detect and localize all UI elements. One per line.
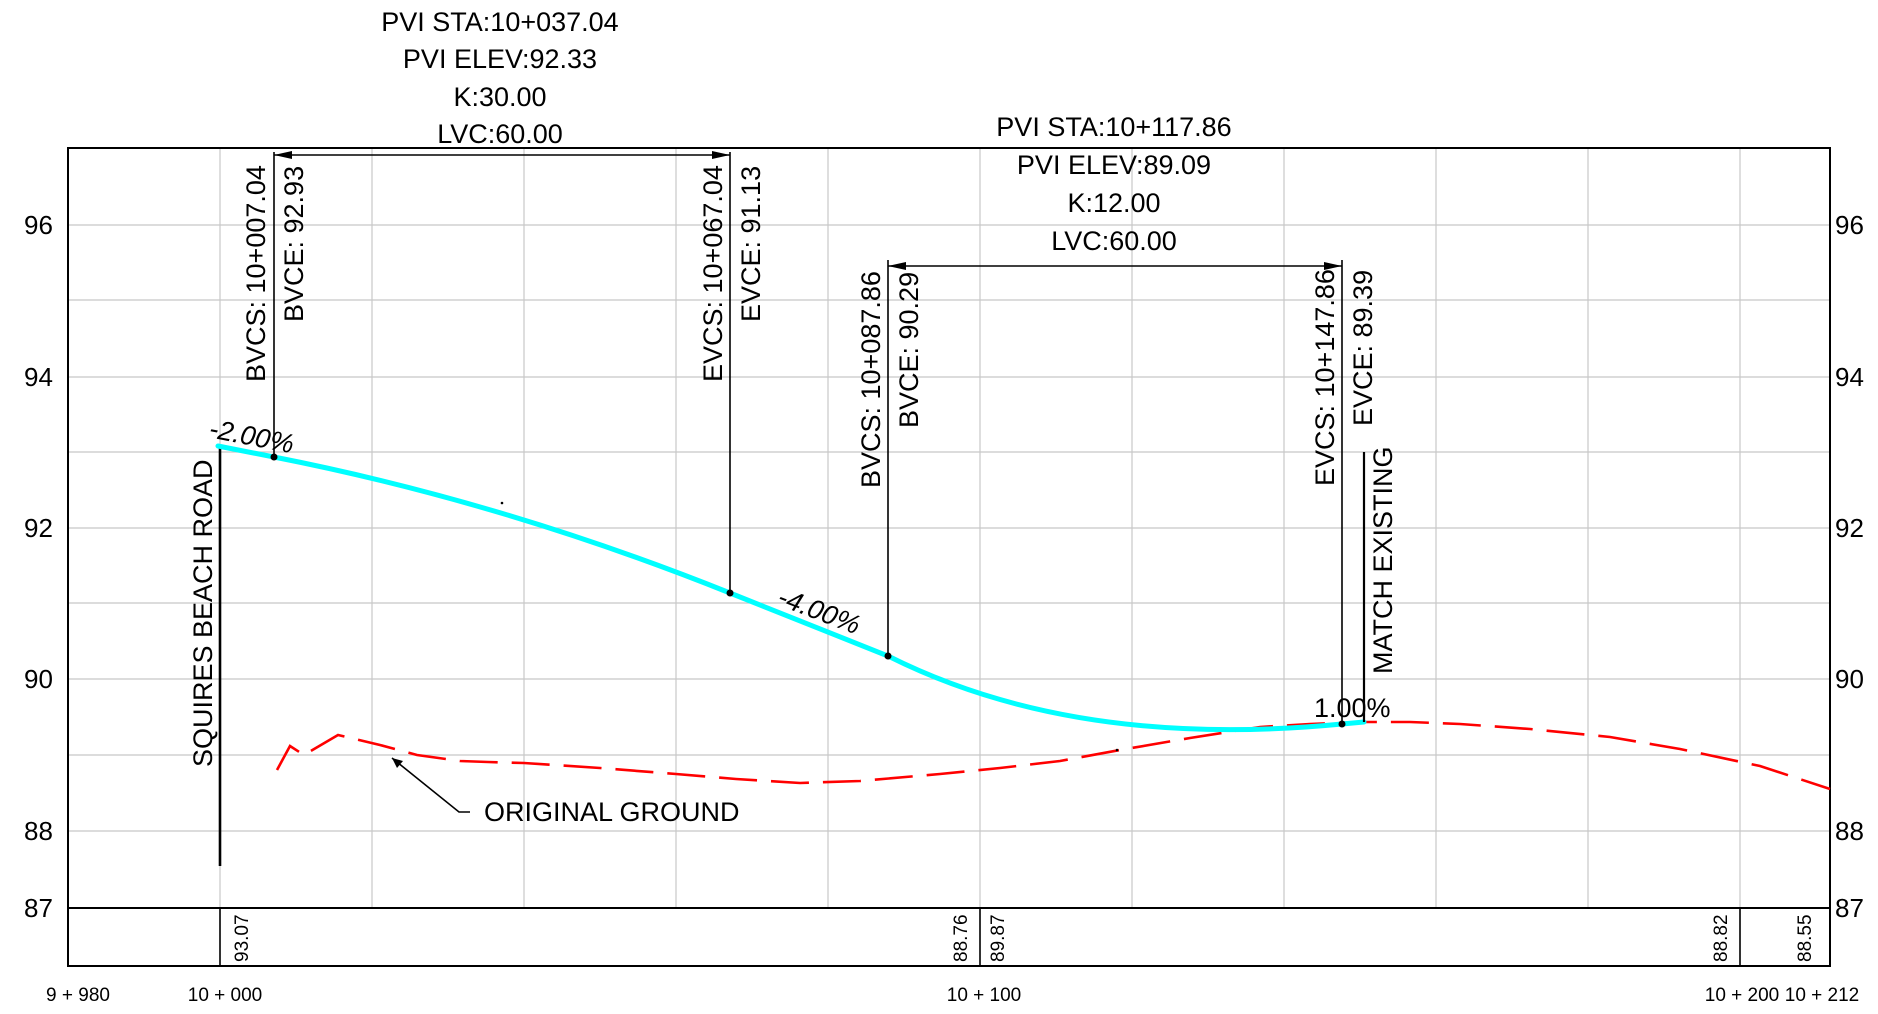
grade-label-3: 1.00% bbox=[1314, 693, 1391, 723]
bottom-band-values: 93.07 88.76 89.87 88.82 88.55 bbox=[232, 914, 1816, 962]
elevation-axis-right: 96 94 92 90 88 87 bbox=[1835, 210, 1864, 923]
station-label-10100: 10 + 100 bbox=[947, 985, 1022, 1006]
curve1-evcs: EVCS: 10+067.04 bbox=[698, 165, 728, 382]
curve2-station-labels: BVCS: 10+087.86 BVCE: 90.29 EVCS: 10+147… bbox=[856, 269, 1378, 488]
bottom-value-2: 88.76 bbox=[951, 914, 972, 962]
grade-label-2: -4.00% bbox=[774, 582, 865, 641]
curve2-dimension bbox=[884, 260, 1346, 728]
curve1-bvce: BVCE: 92.93 bbox=[279, 166, 309, 322]
curve1-station-labels: BVCS: 10+007.04 BVCE: 92.93 EVCS: 10+067… bbox=[241, 165, 766, 382]
elev-label-92: 92 bbox=[24, 513, 53, 543]
curve2-evcs: EVCS: 10+147.86 bbox=[1310, 269, 1340, 486]
grade-labels: -2.00% -4.00% 1.00% bbox=[207, 413, 1391, 723]
evc1-point bbox=[726, 589, 734, 597]
original-ground-line bbox=[275, 720, 1831, 791]
bvc1-point bbox=[270, 453, 278, 461]
match-existing-marker: MATCH EXISTING bbox=[1362, 446, 1398, 722]
curve1-pvi-elev: PVI ELEV:92.33 bbox=[403, 44, 597, 74]
original-ground-leader: ORIGINAL GROUND bbox=[391, 757, 740, 827]
grid bbox=[68, 148, 1830, 908]
original-ground-label: ORIGINAL GROUND bbox=[484, 797, 740, 827]
bottom-band-dividers bbox=[219, 908, 1741, 966]
elev-label-88-right: 88 bbox=[1835, 816, 1864, 846]
elev-label-88: 88 bbox=[24, 816, 53, 846]
station-label-10000: 10 + 000 bbox=[188, 985, 263, 1006]
curve1-pvi-text: PVI STA:10+037.04 PVI ELEV:92.33 K:30.00… bbox=[381, 7, 618, 149]
stray-dot bbox=[500, 501, 504, 505]
station-label-9980: 9 + 980 bbox=[46, 985, 110, 1006]
elev-label-96-right: 96 bbox=[1835, 210, 1864, 240]
squires-beach-road-marker: SQUIRES BEACH ROAD bbox=[188, 445, 222, 866]
curve1-evce: EVCE: 91.13 bbox=[736, 166, 766, 322]
curve1-k: K:30.00 bbox=[453, 82, 546, 112]
bvc2-point bbox=[884, 652, 892, 660]
elev-label-94-right: 94 bbox=[1835, 362, 1864, 392]
curve2-pvi-sta: PVI STA:10+117.86 bbox=[996, 112, 1231, 142]
bottom-value-1: 93.07 bbox=[232, 914, 253, 962]
stray-dot bbox=[1115, 748, 1119, 752]
elev-label-87: 87 bbox=[24, 893, 53, 923]
bottom-value-5: 88.55 bbox=[1795, 914, 1816, 962]
elev-label-94: 94 bbox=[24, 362, 53, 392]
curve2-k: K:12.00 bbox=[1067, 188, 1160, 218]
curve2-bvcs: BVCS: 10+087.86 bbox=[856, 271, 886, 488]
design-profile-line bbox=[215, 443, 1367, 733]
station-label-10200: 10 + 200 bbox=[1705, 985, 1780, 1006]
curve2-pvi-text: PVI STA:10+117.86 PVI ELEV:89.09 K:12.00… bbox=[996, 112, 1231, 256]
evc2-point bbox=[1338, 720, 1346, 728]
curve2-lvc: LVC:60.00 bbox=[1051, 226, 1177, 256]
elev-label-92-right: 92 bbox=[1835, 513, 1864, 543]
curve1-dimension bbox=[270, 151, 734, 597]
curve1-pvi-sta: PVI STA:10+037.04 bbox=[381, 7, 618, 37]
bottom-value-3: 89.87 bbox=[988, 914, 1009, 962]
station-label-10212: 10 + 212 bbox=[1785, 985, 1860, 1006]
curve1-lvc: LVC:60.00 bbox=[437, 119, 563, 149]
elevation-axis-left: 96 94 92 90 88 87 bbox=[24, 210, 53, 923]
plot-frame bbox=[67, 147, 1831, 967]
match-existing-label: MATCH EXISTING bbox=[1368, 446, 1398, 674]
squires-beach-road-label: SQUIRES BEACH ROAD bbox=[188, 459, 218, 767]
station-axis: 9 + 980 10 + 000 10 + 100 10 + 200 10 + … bbox=[46, 985, 1859, 1006]
curve1-bvcs: BVCS: 10+007.04 bbox=[241, 165, 271, 382]
elev-label-96: 96 bbox=[24, 210, 53, 240]
elev-label-90: 90 bbox=[24, 664, 53, 694]
bottom-value-4: 88.82 bbox=[1711, 914, 1732, 962]
curve2-pvi-elev: PVI ELEV:89.09 bbox=[1017, 150, 1211, 180]
elev-label-90-right: 90 bbox=[1835, 664, 1864, 694]
curve2-bvce: BVCE: 90.29 bbox=[894, 272, 924, 428]
elev-label-87-right: 87 bbox=[1835, 893, 1864, 923]
curve2-evce: EVCE: 89.39 bbox=[1348, 270, 1378, 426]
